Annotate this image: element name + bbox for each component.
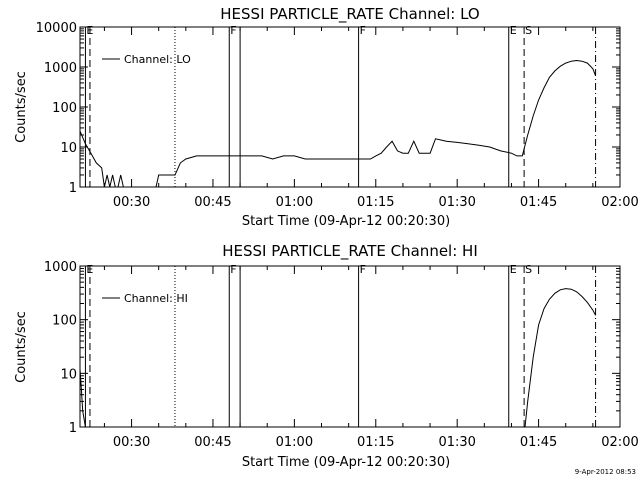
x-tick-label: 02:00 xyxy=(601,435,638,450)
panel-hi-ylabel: Counts/sec xyxy=(14,311,29,383)
panel-lo: HESSI PARTICLE_RATE Channel: LO Counts/s… xyxy=(14,5,639,229)
panel-lo-xlabel: Start Time (09-Apr-12 00:20:30) xyxy=(242,214,450,229)
panel-lo-plot: 00:30 00:45 01:00 01:15 01:30 01:45 02:00 1 10 10… xyxy=(36,21,639,210)
event-marker-label: F xyxy=(360,24,366,37)
series-line xyxy=(79,288,597,428)
x-tick-label: 01:15 xyxy=(357,195,394,210)
x-tick-label: 01:15 xyxy=(357,435,394,450)
footer-date: 9-Apr-2012 08:53 xyxy=(575,468,636,476)
y-tick-label: 10 xyxy=(60,367,77,382)
series-line xyxy=(79,59,597,188)
event-marker-label: F xyxy=(230,24,236,37)
y-tick-label: 100 xyxy=(52,101,77,116)
y-tick-label: 1000 xyxy=(44,61,77,76)
panel-lo-title: HESSI PARTICLE_RATE Channel: LO xyxy=(220,5,479,24)
x-tick-label: 01:00 xyxy=(276,435,313,450)
x-tick-label: 02:00 xyxy=(601,195,638,210)
panel-hi-title: HESSI PARTICLE_RATE Channel: HI xyxy=(222,242,478,261)
plot-frame xyxy=(79,265,621,428)
plot-frame xyxy=(79,26,621,188)
x-tick-label: 01:45 xyxy=(520,435,557,450)
panel-hi-legend: Channel: HI xyxy=(102,292,188,305)
panel-lo-legend: Channel: LO xyxy=(102,53,191,66)
y-tick-label: 10 xyxy=(60,141,77,156)
x-tick-label: 01:45 xyxy=(520,195,557,210)
panel-hi: HESSI PARTICLE_RATE Channel: HI Counts/s… xyxy=(14,242,639,470)
x-tick-label: 01:00 xyxy=(276,195,313,210)
event-marker-label: E xyxy=(510,263,517,276)
legend-entry: Channel: LO xyxy=(124,53,191,66)
event-marker-label: E xyxy=(510,24,517,37)
x-tick-label: 01:30 xyxy=(438,435,475,450)
y-tick-label: 1000 xyxy=(44,260,77,275)
y-tick-label: 100 xyxy=(52,314,77,329)
event-marker-label: F xyxy=(360,263,366,276)
x-tick-label: 01:30 xyxy=(438,195,475,210)
event-marker-label: S xyxy=(525,263,532,276)
panel-hi-plot: 00:30 00:45 01:00 01:15 01:30 01:45 02:00 1 10 10… xyxy=(44,260,639,450)
event-marker-label: S xyxy=(525,24,532,37)
legend-entry: Channel: HI xyxy=(124,292,188,305)
x-tick-label: 00:30 xyxy=(113,435,150,450)
x-tick-label: 00:45 xyxy=(194,435,231,450)
x-tick-label: 00:30 xyxy=(113,195,150,210)
y-tick-label: 10000 xyxy=(36,21,77,36)
panel-lo-ylabel: Counts/sec xyxy=(14,71,29,143)
y-tick-label: 1 xyxy=(69,181,77,196)
x-tick-label: 00:45 xyxy=(194,195,231,210)
panel-hi-xlabel: Start Time (09-Apr-12 00:20:30) xyxy=(242,455,450,470)
y-tick-label: 1 xyxy=(69,421,77,436)
event-marker-label: F xyxy=(230,263,236,276)
